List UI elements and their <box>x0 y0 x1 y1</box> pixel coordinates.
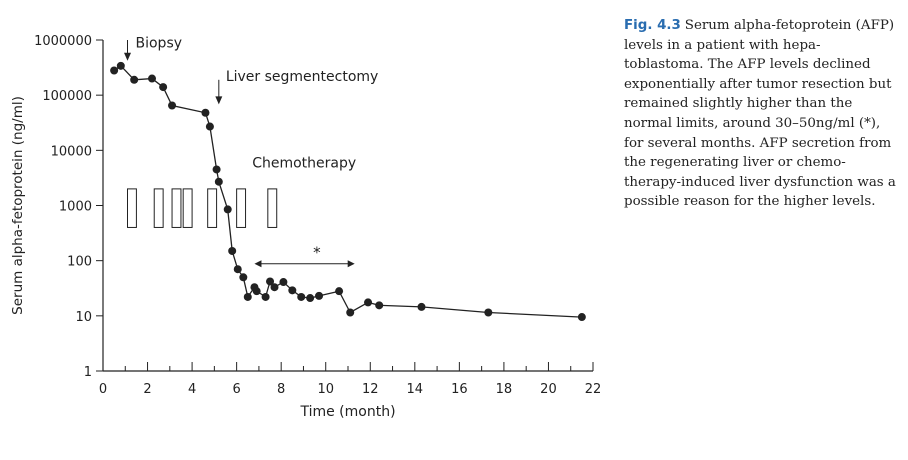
afp-data-point <box>110 66 119 75</box>
afp-data-point <box>148 74 156 83</box>
afp-data-point <box>266 277 275 286</box>
afp-data-point <box>335 287 344 296</box>
afp-data-point <box>577 313 586 322</box>
x-tick-label: 12 <box>362 382 379 397</box>
y-tick-label: 1000000 <box>34 34 92 49</box>
biopsy-arrow-head <box>124 52 131 61</box>
chemotherapy-course-box <box>153 188 164 228</box>
range-arrow-head-right <box>347 260 355 268</box>
afp-data-point <box>288 286 297 295</box>
afp-data-point <box>279 278 288 287</box>
afp-data-point <box>159 83 168 92</box>
afp-data-point <box>205 122 214 131</box>
afp-data-point <box>239 273 248 282</box>
afp-data-point <box>214 177 223 186</box>
annotation-asterisk: * <box>313 244 321 262</box>
afp-data-point <box>252 287 261 296</box>
chemotherapy-course-box <box>236 188 247 228</box>
x-ticks: 0 2 4 6 8 10 12 14 16 18 20 22 <box>99 362 600 397</box>
chemotherapy-course-box <box>171 188 182 228</box>
annotations: Biopsy Liver segmentectomy Chemotherapy * <box>124 36 378 268</box>
x-tick-label: 4 <box>188 382 196 397</box>
x-tick-label: 18 <box>496 382 513 397</box>
afp-data-point <box>315 291 324 300</box>
afp-data-point <box>306 294 315 303</box>
x-tick-label: 10 <box>317 382 334 397</box>
y-axis-label: Serum alpha-fetoprotein (ng/ml) <box>10 96 26 315</box>
caption-text: Serum alpha-fetoprotein (AFP) levels in … <box>624 18 896 210</box>
afp-chart: 0 2 4 6 8 10 12 14 16 18 20 22 1 10 100 1000 10000 10000… <box>10 34 600 420</box>
afp-data-point <box>116 61 125 70</box>
segmentectomy-arrow-head <box>215 96 223 105</box>
afp-data-point <box>297 292 306 301</box>
annotation-biopsy: Biopsy <box>136 36 183 52</box>
afp-data-point <box>417 302 426 311</box>
afp-series <box>110 61 586 322</box>
afp-data-point <box>233 265 242 274</box>
range-arrow-head-left <box>254 260 262 268</box>
chemotherapy-course-box <box>182 188 193 228</box>
figure-label: Fig. 4.3 <box>624 18 681 33</box>
chart-axes <box>102 40 593 372</box>
afp-data-point <box>364 298 373 307</box>
afp-data-point <box>261 292 270 301</box>
chemotherapy-course-box <box>127 188 137 228</box>
y-tick-label: 100 <box>67 255 92 270</box>
afp-data-point <box>168 101 177 110</box>
y-tick-label: 100000 <box>42 89 92 104</box>
annotation-liver-segmentectomy: Liver segmentectomy <box>226 69 379 85</box>
afp-data-point <box>201 108 210 117</box>
chemotherapy-courses <box>127 188 278 228</box>
afp-data-point <box>346 308 355 317</box>
x-tick-label: 2 <box>143 382 151 397</box>
y-tick-label: 10 <box>75 310 92 325</box>
afp-data-point <box>270 283 279 292</box>
afp-data-point <box>223 205 232 214</box>
x-tick-label: 14 <box>407 382 424 397</box>
figure-caption: Fig. 4.3 Serum alpha-fetoprotein (AFP) le… <box>624 16 896 212</box>
afp-data-point <box>243 292 252 301</box>
chemotherapy-course-box <box>207 188 218 228</box>
afp-data-point <box>130 75 139 84</box>
annotation-chemotherapy: Chemotherapy <box>252 156 356 172</box>
afp-series-line <box>113 64 582 318</box>
afp-data-point <box>484 308 493 317</box>
afp-data-point <box>212 165 221 174</box>
afp-data-point <box>228 246 237 255</box>
afp-data-point <box>375 301 384 310</box>
y-tick-label: 1000 <box>59 200 92 215</box>
x-tick-label: 0 <box>99 382 107 397</box>
y-tick-label: 1 <box>84 365 92 380</box>
x-tick-label: 6 <box>232 382 240 397</box>
x-tick-label: 22 <box>585 382 600 397</box>
x-axis-label: Time (month) <box>299 404 395 420</box>
chemotherapy-course-box <box>267 188 278 228</box>
y-tick-label: 10000 <box>51 144 92 159</box>
x-tick-label: 20 <box>540 382 557 397</box>
y-ticks: 1 10 100 1000 10000 100000 1000000 <box>34 34 103 380</box>
x-tick-label: 8 <box>277 382 285 397</box>
x-tick-label: 16 <box>451 382 468 397</box>
